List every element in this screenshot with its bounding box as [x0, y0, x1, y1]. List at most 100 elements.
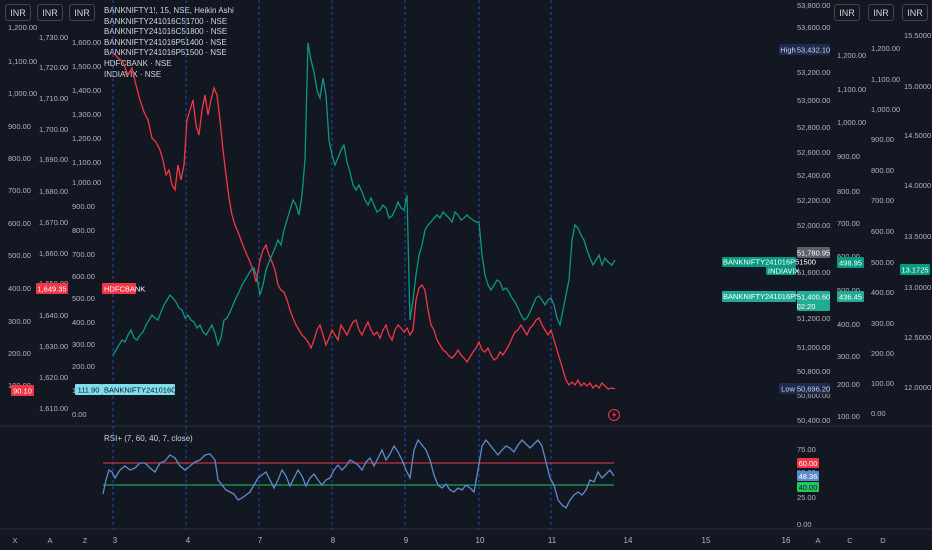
axis2-tick: 1,690.00 [39, 155, 68, 164]
indiavix-label: INDIAVIX [768, 267, 800, 276]
time-tick: 15 [702, 536, 711, 545]
axis5b-tick: 800.00 [871, 166, 894, 175]
p51500-label: BANKNIFTY241016P51500 [723, 258, 816, 267]
low-value-bg [797, 383, 830, 394]
main-axis-tick: 53,800.00 [797, 1, 830, 10]
green-tag-2: 436.45 [839, 293, 862, 302]
axis5-tick: 600.00 [837, 252, 860, 261]
axis5b-tick: 400.00 [871, 288, 894, 297]
axis3-tick: 600.00 [72, 272, 95, 281]
axis3-tick: 0.00 [72, 410, 87, 419]
axis6-tick: 12.5000 [904, 333, 931, 342]
axis6-tick: 12.0000 [904, 383, 931, 392]
legend-item-banknifty-futures[interactable]: BANKNIFTY1!, 15, NSE, Heikin Ashi [104, 6, 234, 15]
axis3-tick: 1,400.00 [72, 86, 101, 95]
axis1-tick: 500.00 [8, 251, 31, 260]
axis5b-tick: 100.00 [871, 379, 894, 388]
legend-item-p51500[interactable]: BANKNIFTY241016P51500 · NSE [104, 48, 227, 58]
axis5b-tick: 700.00 [871, 196, 894, 205]
hdfc-price-tag-bg [36, 283, 68, 294]
main-axis-tick: 50,600.00 [797, 391, 830, 400]
axis5-tick: 500.00 [837, 286, 860, 295]
axis-letter: C [847, 536, 853, 545]
axis5b-tick: 900.00 [871, 135, 894, 144]
axis5b-tick: 600.00 [871, 227, 894, 236]
axis-letter: D [880, 536, 886, 545]
c51700-price-bg [75, 384, 102, 395]
axis-letter: A [815, 536, 820, 545]
legend-item-hdfcbank[interactable]: HDFCBANK · NSE [104, 58, 172, 68]
axis3-tick: 1,000.00 [72, 178, 101, 187]
axis-letter: X [12, 536, 17, 545]
green-tag-1: 498.95 [839, 259, 862, 268]
c51700-label: BANKNIFTY241016C51700 [104, 386, 197, 395]
axis3-tick: 500.00 [72, 294, 95, 303]
series-line-green [112, 42, 616, 356]
currency-button-5[interactable]: INR [902, 4, 928, 21]
currency-button-3[interactable]: INR [834, 4, 860, 21]
axis1-tick: 800.00 [8, 154, 31, 163]
series-line-red [112, 51, 616, 390]
price-top-bg [797, 247, 830, 258]
rsi-line-neutral [102, 438, 615, 509]
legend-item-c51800[interactable]: BANKNIFTY241016C51800 · NSE [104, 27, 228, 37]
rsi-indicator-label[interactable]: RSI+ (7, 60, 40, 7, close) [104, 434, 193, 443]
vix-tag: 13.1725 [901, 266, 928, 275]
main-axis-tick: 53,200.00 [797, 68, 830, 77]
axis2-tick: 1,730.00 [39, 33, 68, 42]
axis1-tick: 1,200.00 [8, 23, 37, 32]
axis5b-tick: 1,000.00 [871, 105, 900, 114]
axis2-tick: 1,640.00 [39, 311, 68, 320]
axis5-tick: 1,100.00 [837, 85, 866, 94]
low-label: Low [781, 385, 795, 394]
p51500-label-bg [722, 257, 796, 267]
axis5b-tick: 1,100.00 [871, 75, 900, 84]
axis2-tick: 1,660.00 [39, 249, 68, 258]
high-label-bg [779, 44, 797, 55]
price-mid: 51,400.60 [797, 293, 830, 302]
axis3-tick: 300.00 [72, 340, 95, 349]
time-axis[interactable]: 3 4 7 8 9 10 11 14 15 16 X A Z A C D [12, 536, 886, 545]
high-value-bg [797, 44, 830, 55]
main-axis-tick: 52,600.00 [797, 148, 830, 157]
main-axis-tick: 52,400.00 [797, 171, 830, 180]
legend-item-indiavix[interactable]: INDIAVIX · NSE [104, 69, 162, 79]
axis2-tick: 1,630.00 [39, 342, 68, 351]
axis5-tick: 700.00 [837, 219, 860, 228]
currency-button-4[interactable]: INR [868, 4, 894, 21]
session-break-lines [112, 0, 552, 529]
axis6-tick: 14.5000 [904, 131, 931, 140]
indiavix-label-bg [766, 267, 796, 275]
time-tick: 10 [476, 536, 485, 545]
rsi-40-bg [797, 482, 819, 492]
price-tags: 1,649.35 HDFCBANK 90.10 111.90 BANKNIFTY… [11, 44, 930, 492]
hdfc-label-bg [102, 283, 136, 294]
axis2-tick: 1,670.00 [39, 218, 68, 227]
time-tick: 3 [113, 536, 118, 545]
time-tick: 11 [548, 536, 557, 545]
rsi-axis-tick: 75.00 [797, 445, 816, 454]
legend-item-c51700[interactable]: BANKNIFTY241016C51700 · NSE [104, 16, 228, 26]
p51400-label-bg [722, 291, 796, 302]
legend-item-p51400[interactable]: BANKNIFTY241016P51400 · NSE [104, 37, 227, 47]
currency-button-1[interactable]: INR [37, 4, 63, 21]
rsi-60: 60.00 [799, 459, 818, 468]
left-red-price: 90.10 [13, 387, 32, 396]
price-time: 02:20 [797, 302, 816, 311]
currency-button-0[interactable]: INR [5, 4, 31, 21]
axis6-tick: 15.5000 [904, 31, 931, 40]
axis5-tick: 100.00 [837, 412, 860, 421]
time-tick: 7 [258, 536, 263, 545]
low-label-bg [779, 383, 797, 394]
lightning-icon[interactable] [608, 409, 620, 421]
main-axis-tick: 53,000.00 [797, 96, 830, 105]
axis5b-tick: 1,200.00 [871, 44, 900, 53]
c51700-price: 111.90 [78, 386, 100, 395]
axis2-tick: 1,610.00 [39, 404, 68, 413]
axis5b-tick: 200.00 [871, 349, 894, 358]
main-axis-tick: 50,800.00 [797, 367, 830, 376]
main-axis-tick: 53,600.00 [797, 23, 830, 32]
axis2-tick: 1,720.00 [39, 63, 68, 72]
currency-button-2[interactable]: INR [69, 4, 95, 21]
